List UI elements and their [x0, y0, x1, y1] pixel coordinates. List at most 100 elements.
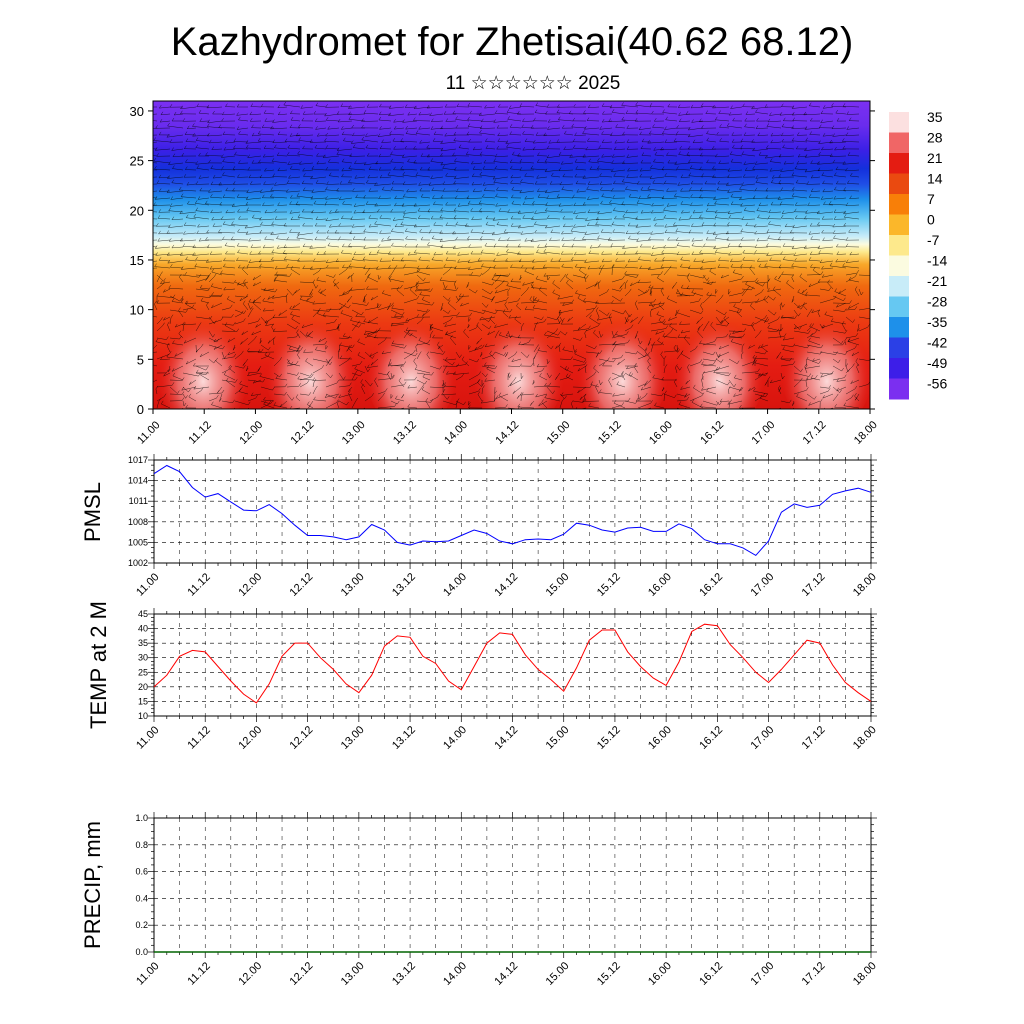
wind-barb-flag — [325, 166, 329, 171]
wind-barb-flag — [185, 214, 189, 218]
wind-barb — [780, 169, 795, 172]
wind-barb-flag — [183, 222, 187, 226]
wind-barb-flag — [601, 193, 604, 197]
wind-barb-flag — [348, 179, 351, 183]
wind-barb — [571, 126, 587, 129]
wind-barb-flag — [556, 139, 560, 143]
wind-barb-flag — [701, 173, 704, 177]
wind-barb-flag — [522, 130, 525, 135]
wind-barb — [843, 211, 860, 215]
wind-barb — [470, 210, 483, 213]
wind-barb-flag — [211, 146, 215, 150]
wind-barb-flag — [807, 202, 810, 206]
wind-barb — [833, 197, 847, 200]
wind-barb-flag — [719, 124, 722, 128]
wind-barb-flag — [584, 126, 587, 130]
wind-barb-flag — [713, 196, 716, 200]
wind-barb-flag — [455, 221, 459, 225]
wind-barb-flag — [497, 132, 500, 136]
wind-barb-flag — [313, 200, 317, 205]
wind-barb-flag — [211, 216, 214, 221]
wind-barb-flag — [537, 188, 540, 192]
wind-barb — [666, 155, 678, 157]
wind-barb — [834, 189, 847, 192]
wind-barb-flag — [599, 181, 603, 185]
wind-barb-flag — [485, 138, 488, 142]
wind-barb-flag — [651, 245, 655, 249]
wind-barb-flag — [520, 179, 523, 183]
wind-barb-flag — [666, 152, 669, 156]
wind-barb — [820, 120, 834, 123]
wind-barb — [558, 204, 574, 207]
wind-barb-flag — [352, 132, 355, 136]
wind-barb — [755, 162, 769, 165]
wind-barb-flag — [238, 116, 241, 121]
wind-barb-flag — [561, 237, 564, 241]
wind-barb-flag — [517, 210, 521, 214]
wind-barb-flag — [626, 154, 630, 158]
wind-barb-flag — [517, 153, 520, 157]
wind-barb-flag — [249, 251, 252, 255]
wind-barb — [847, 183, 860, 185]
x-tick-label: 18.00 — [852, 419, 880, 447]
wind-barb — [582, 133, 600, 136]
wind-barb-flag — [635, 224, 639, 228]
wind-barb — [537, 196, 548, 199]
wind-barb-flag — [341, 126, 344, 130]
wind-barb-flag — [377, 133, 381, 137]
wind-barb — [391, 245, 405, 248]
wind-barb-flag — [302, 222, 305, 227]
wind-barb — [325, 148, 340, 150]
wind-barb-flag — [374, 220, 377, 225]
wind-barb — [289, 211, 301, 214]
wind-barb — [272, 120, 288, 123]
wind-barb-flag — [222, 221, 226, 225]
wind-barb — [559, 183, 574, 186]
wind-barb-flag — [816, 210, 820, 214]
wind-barb — [430, 161, 444, 164]
wind-barb — [400, 224, 418, 227]
wind-barb-flag — [245, 231, 249, 235]
wind-barb-flag — [479, 151, 483, 155]
wind-barb — [179, 189, 197, 192]
wind-barb-flag — [440, 147, 444, 152]
wind-barb — [466, 154, 483, 157]
wind-barb-flag — [283, 244, 287, 248]
wind-barb — [530, 168, 548, 171]
wind-barb-flag — [612, 195, 615, 199]
wind-barb — [170, 204, 184, 207]
wind-barb-flag — [313, 110, 316, 115]
wind-barb — [348, 168, 366, 171]
wind-barb-flag — [302, 187, 306, 191]
wind-barb — [809, 196, 821, 199]
wind-barb — [833, 238, 847, 241]
wind-barb-flag — [196, 165, 200, 169]
wind-barb — [537, 162, 548, 164]
wind-barb-flag — [159, 104, 162, 109]
wind-barb-flag — [147, 223, 149, 226]
wind-barb-flag — [557, 104, 560, 108]
wind-barb-flag — [455, 236, 458, 241]
wind-barb-flag — [277, 202, 280, 206]
wind-barb-flag — [342, 200, 345, 205]
wind-barb-flag — [496, 124, 500, 129]
wind-barb — [421, 196, 431, 199]
wind-barb — [753, 197, 769, 199]
wind-barb-flag — [653, 217, 656, 221]
wind-barb-flag — [842, 138, 845, 142]
wind-barb-flag — [609, 199, 612, 204]
wind-barb-flag — [198, 109, 202, 114]
wind-barb-flag — [440, 140, 443, 144]
wind-barb — [535, 105, 548, 108]
wind-barb — [781, 134, 795, 137]
wind-barb-flag — [781, 138, 784, 143]
wind-barb-flag — [848, 117, 852, 121]
wind-barb-flag — [770, 179, 774, 183]
wind-barb-flag — [647, 194, 650, 198]
wind-barb-flag — [809, 131, 812, 135]
wind-barb — [652, 182, 665, 185]
wind-barb — [353, 253, 366, 255]
wind-barb — [739, 189, 756, 192]
wind-barb — [247, 155, 262, 158]
wind-barb — [781, 217, 795, 220]
